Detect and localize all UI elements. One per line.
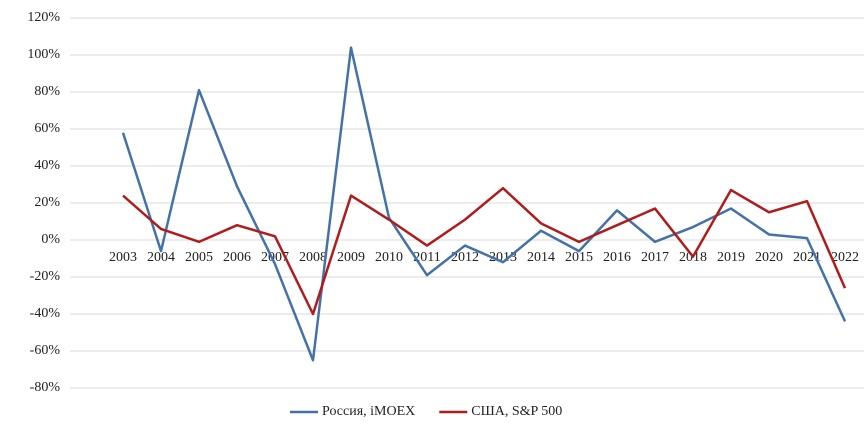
x-tick-label: 2007: [261, 250, 289, 265]
y-tick-label: -80%: [30, 380, 61, 395]
x-tick-label: 2015: [565, 250, 593, 265]
y-tick-label: 20%: [34, 195, 60, 210]
x-tick-label: 2016: [603, 250, 631, 265]
y-tick-label: -20%: [30, 269, 61, 284]
x-tick-label: 2003: [109, 250, 137, 265]
x-tick-label: 2020: [755, 250, 783, 265]
x-tick-label: 2014: [527, 250, 555, 265]
y-tick-label: -60%: [30, 343, 61, 358]
x-tick-label: 2017: [641, 250, 669, 265]
y-tick-label: 100%: [27, 47, 60, 62]
x-tick-label: 2006: [223, 250, 251, 265]
legend-label: Россия, iMOEX: [322, 404, 415, 419]
y-tick-label: 120%: [27, 10, 60, 25]
x-tick-label: 2010: [375, 250, 403, 265]
x-tick-label: 2009: [337, 250, 365, 265]
x-tick-label: 2019: [717, 250, 745, 265]
x-tick-label: 2008: [299, 250, 327, 265]
line-series: [121, 46, 847, 362]
y-tick-label: 80%: [34, 84, 60, 99]
legend-label: США, S&P 500: [471, 404, 562, 419]
y-tick-label: 0%: [41, 232, 60, 247]
y-tick-label: 40%: [34, 158, 60, 173]
line-series: [122, 186, 847, 316]
x-tick-label: 2022: [831, 250, 859, 265]
x-tick-label: 2004: [147, 250, 175, 265]
x-tick-label: 2013: [489, 250, 517, 265]
x-tick-label: 2012: [451, 250, 479, 265]
x-tick-label: 2005: [185, 250, 213, 265]
x-tick-label: 2011: [413, 250, 440, 265]
y-tick-label: -40%: [30, 306, 61, 321]
y-tick-label: 60%: [34, 121, 60, 136]
